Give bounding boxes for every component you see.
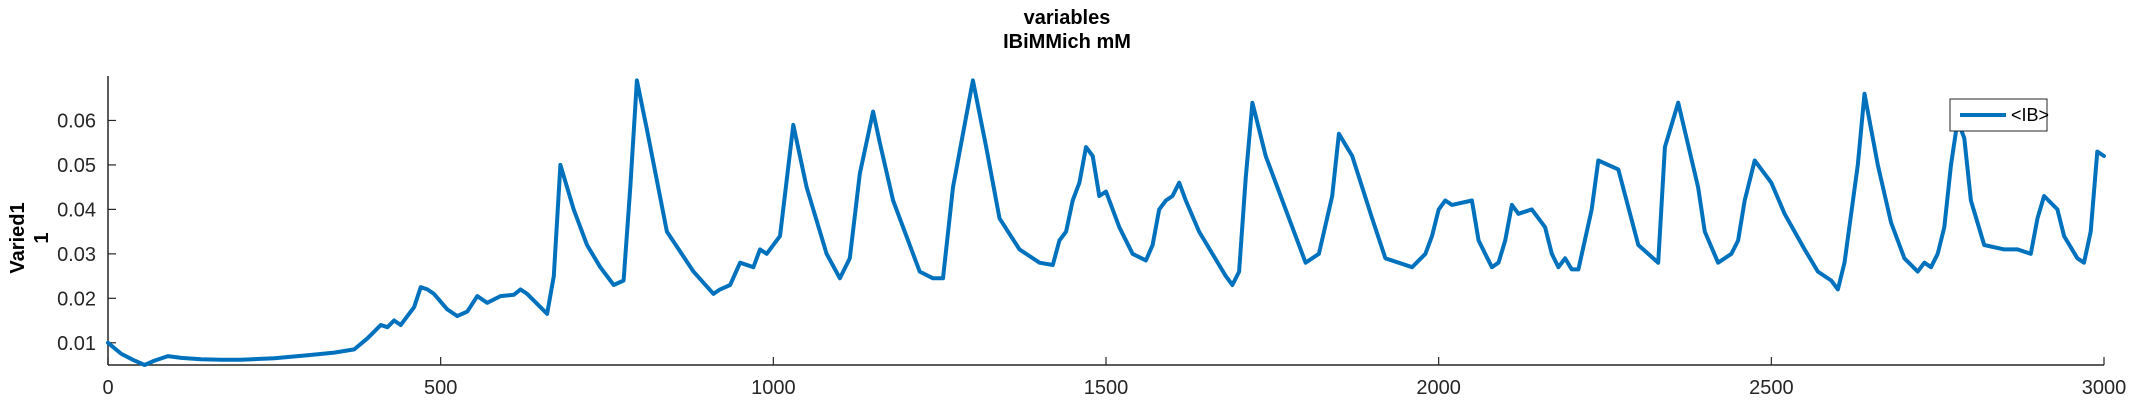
y-tick-label: 0.01 — [57, 333, 96, 355]
chart-title: variables — [1024, 7, 1111, 29]
axes — [107, 76, 2104, 366]
tick-marks — [107, 119, 2105, 365]
x-tick-label: 3000 — [2082, 377, 2127, 399]
series-lines — [106, 78, 2106, 367]
legend-entry-label: <IB> — [2011, 105, 2049, 125]
y-tick-label: 0.02 — [57, 288, 96, 310]
y-tick-label: 0.06 — [57, 110, 96, 132]
y-tick-label: 0.04 — [57, 199, 96, 221]
y-axis-label-line-1: Varied1 — [7, 202, 29, 273]
tick-labels: 0 500 1000 1500 2000 2500 3000 0.01 0.02 0.03 0.04… — [57, 110, 2126, 399]
x-tick-label: 2000 — [1416, 377, 1461, 399]
y-axis-label-line-2: 1 — [31, 232, 53, 243]
x-tick-label: 500 — [424, 377, 457, 399]
chart-subtitle: IBiMMich mM — [1003, 31, 1131, 53]
x-tick-label: 1500 — [1084, 377, 1129, 399]
y-tick-label: 0.05 — [57, 155, 96, 177]
x-tick-label: 1000 — [751, 377, 796, 399]
x-tick-label: 0 — [102, 377, 113, 399]
legend: <IB> — [1949, 98, 2049, 132]
y-tick-label: 0.03 — [57, 244, 96, 266]
series-line-0 — [106, 78, 2106, 367]
x-tick-label: 2500 — [1749, 377, 1794, 399]
